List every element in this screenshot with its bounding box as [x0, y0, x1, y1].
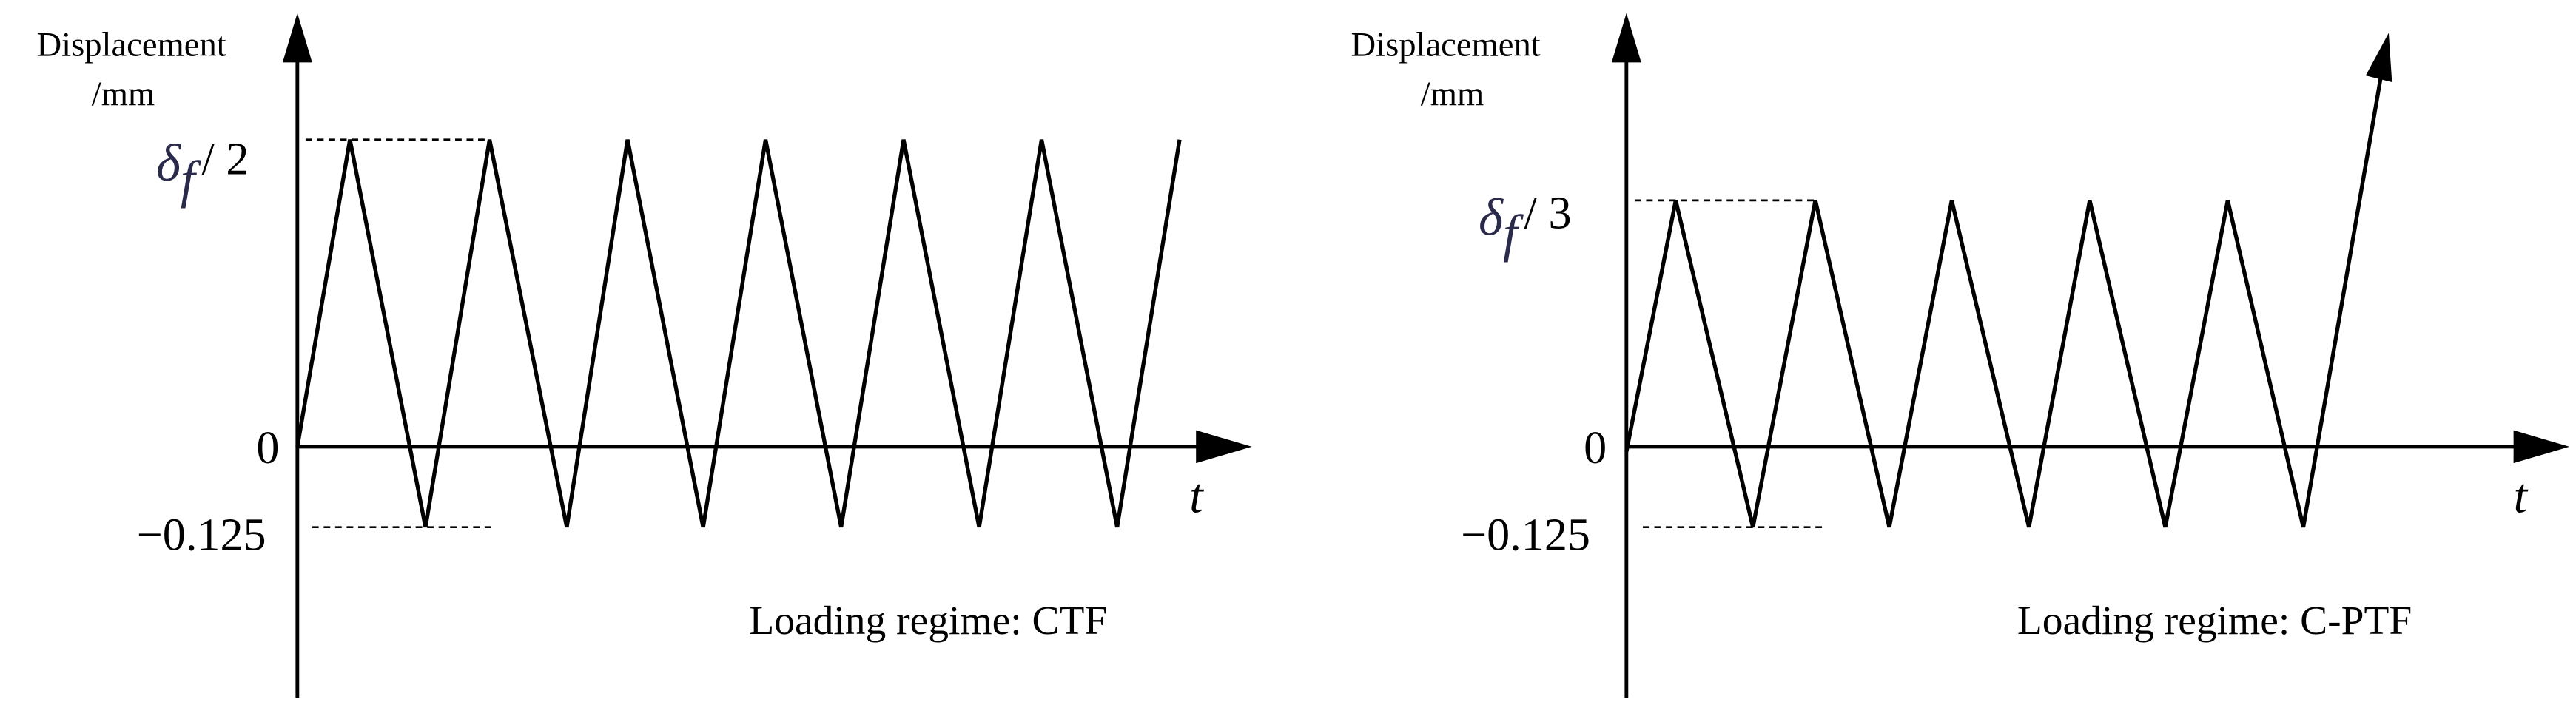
zero-label: 0 — [256, 423, 279, 473]
zero-label: 0 — [1584, 423, 1607, 473]
panel-cptf: Displacement /mm δf/ 3 0 −0.125 t Loadin… — [1351, 13, 2570, 698]
load-path — [295, 139, 1182, 528]
y-arrow — [1611, 13, 1641, 63]
x-label: t — [1189, 470, 1204, 524]
trough-label: −0.125 — [1461, 510, 1590, 561]
peak-label: δf/ 3 — [1479, 189, 1572, 263]
y-unit: /mm — [92, 75, 155, 113]
x-arrow — [1196, 430, 1252, 464]
caption: Loading regime: C-PTF — [2017, 598, 2412, 644]
load-path — [1624, 78, 2383, 528]
panel-ctf: Displacement /mm δf/ 2 0 −0.125 t Loadin… — [36, 13, 1252, 698]
trough-label: −0.125 — [137, 510, 266, 561]
subscript: f — [1503, 206, 1524, 263]
divisor: / 2 — [202, 134, 249, 184]
x-arrow — [2513, 430, 2570, 464]
peak-label: δf/ 2 — [156, 134, 249, 209]
subscript: f — [181, 151, 201, 209]
y-unit: /mm — [1421, 75, 1484, 113]
delta: δ — [1479, 189, 1504, 247]
caption: Loading regime: CTF — [749, 598, 1107, 644]
y-label: Displacement — [1351, 26, 1540, 64]
path-arrow — [2365, 33, 2392, 83]
divisor: / 3 — [1524, 189, 1572, 239]
y-arrow — [282, 13, 312, 63]
x-label: t — [2514, 470, 2529, 524]
y-label: Displacement — [36, 26, 226, 64]
delta: δ — [156, 135, 181, 192]
